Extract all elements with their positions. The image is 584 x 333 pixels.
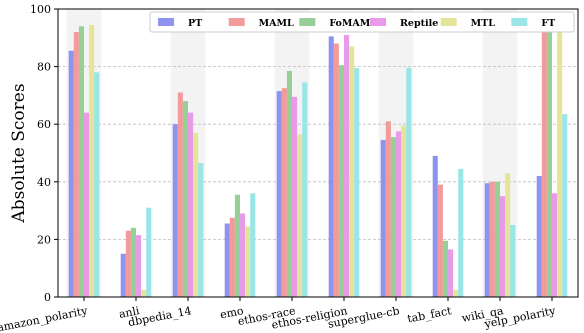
bar-maml-amazon-polarity <box>73 32 79 297</box>
bar-maml-wiki-qa <box>489 181 495 297</box>
bars <box>68 20 568 298</box>
bar-fomaml-amazon-polarity <box>78 26 84 298</box>
bar-pt-yelp-polarity <box>536 176 542 297</box>
bar-fomaml-anli <box>130 227 136 297</box>
bar-reptile-ethos-race <box>292 96 298 297</box>
y-tick-label: 40 <box>37 176 51 189</box>
bar-pt-anli <box>120 253 126 297</box>
legend-label-mtl: MTL <box>471 18 496 29</box>
legend-swatch-reptile <box>370 18 386 26</box>
y-tick-label: 100 <box>30 3 51 16</box>
bar-pt-tab-fact <box>432 155 438 297</box>
bar-reptile-ethos-religion <box>344 34 350 298</box>
y-tick-label: 0 <box>44 291 51 304</box>
bar-pt-ethos-race <box>276 91 282 297</box>
bar-fomaml-wiki-qa <box>494 181 500 297</box>
legend-label-fomaml: FoMAML <box>329 18 377 29</box>
bar-reptile-dbpedia-14 <box>188 112 194 298</box>
y-tick-label: 80 <box>37 61 51 74</box>
bar-pt-emo <box>224 223 230 297</box>
bar-pt-dbpedia-14 <box>172 124 178 297</box>
bar-mtl-dbpedia-14 <box>193 132 199 297</box>
y-tick-label: 60 <box>37 118 51 131</box>
legend-swatch-pt <box>158 18 174 26</box>
axes <box>54 8 579 301</box>
bar-ft-tab-fact <box>458 168 464 297</box>
bar-ft-anli <box>146 207 152 297</box>
bar-mtl-anli <box>141 289 147 297</box>
legend-swatch-maml <box>228 18 245 26</box>
legend-swatch-fomaml <box>299 18 316 26</box>
bar-fomaml-ethos-race <box>286 70 292 297</box>
bar-reptile-amazon-polarity <box>84 112 90 298</box>
bar-maml-ethos-race <box>281 88 287 297</box>
bar-reptile-wiki-qa <box>500 196 506 297</box>
bar-ft-emo <box>250 193 256 297</box>
legend-label-ft: FT <box>541 18 555 29</box>
bar-mtl-amazon-polarity <box>89 24 95 298</box>
x-category-label: amazon_polarity <box>0 304 89 333</box>
bar-maml-anli <box>125 230 131 297</box>
bar-maml-dbpedia-14 <box>177 92 183 298</box>
y-tick-label: 20 <box>37 233 51 246</box>
bar-fomaml-tab-fact <box>442 240 448 297</box>
bar-fomaml-emo <box>234 194 240 297</box>
bar-mtl-ethos-race <box>297 134 303 297</box>
plot-frame <box>57 8 579 298</box>
legend-swatch-ft <box>511 18 528 26</box>
bar-mtl-ethos-religion <box>349 46 355 297</box>
bar-maml-emo <box>229 217 235 297</box>
bar-ft-superglue-cb <box>406 68 412 297</box>
legend: PT MAML FoMAML Reptile MTL FT <box>149 11 575 33</box>
legend-label-reptile: Reptile <box>400 18 438 29</box>
bar-reptile-tab-fact <box>448 249 454 297</box>
bar-reptile-emo <box>240 213 246 297</box>
y-tick-labels: 0 20 40 60 80 100 <box>30 3 51 304</box>
bar-fomaml-ethos-religion <box>338 65 344 297</box>
bar-mtl-superglue-cb <box>401 125 407 297</box>
legend-label-pt: PT <box>188 18 202 29</box>
legend-swatch-mtl <box>440 18 457 26</box>
bar-reptile-anli <box>136 235 142 297</box>
bar-pt-wiki-qa <box>484 183 490 297</box>
bar-reptile-yelp-polarity <box>552 193 558 297</box>
bar-maml-ethos-religion <box>333 43 339 298</box>
bar-maml-tab-fact <box>437 184 443 297</box>
bar-ft-wiki-qa <box>510 225 516 297</box>
bar-pt-ethos-religion <box>328 36 334 298</box>
bar-ft-yelp-polarity <box>562 114 568 298</box>
bar-mtl-wiki-qa <box>505 173 511 297</box>
bar-fomaml-dbpedia-14 <box>182 101 188 297</box>
bar-fomaml-superglue-cb <box>390 137 396 297</box>
bar-maml-superglue-cb <box>385 121 391 297</box>
x-category-label: anli <box>118 304 141 321</box>
bar-ft-amazon-polarity <box>94 72 100 297</box>
bar-maml-yelp-polarity <box>541 20 547 298</box>
bar-pt-amazon-polarity <box>68 50 74 298</box>
bar-fomaml-yelp-polarity <box>546 23 552 298</box>
x-category-label: tab_fact <box>406 304 453 325</box>
bar-ft-dbpedia-14 <box>198 163 204 297</box>
bar-mtl-emo <box>245 226 251 297</box>
legend-label-maml: MAML <box>259 18 294 29</box>
bar-pt-superglue-cb <box>380 140 386 297</box>
bar-mtl-tab-fact <box>453 289 459 297</box>
bar-ft-ethos-religion <box>354 68 360 297</box>
y-axis-title: Absolute Scores <box>9 83 29 223</box>
x-category-label: emo <box>219 304 245 321</box>
legend-box <box>149 11 575 33</box>
bar-ft-ethos-race <box>302 82 308 297</box>
bar-mtl-yelp-polarity <box>557 24 563 298</box>
bar-reptile-superglue-cb <box>396 131 402 297</box>
